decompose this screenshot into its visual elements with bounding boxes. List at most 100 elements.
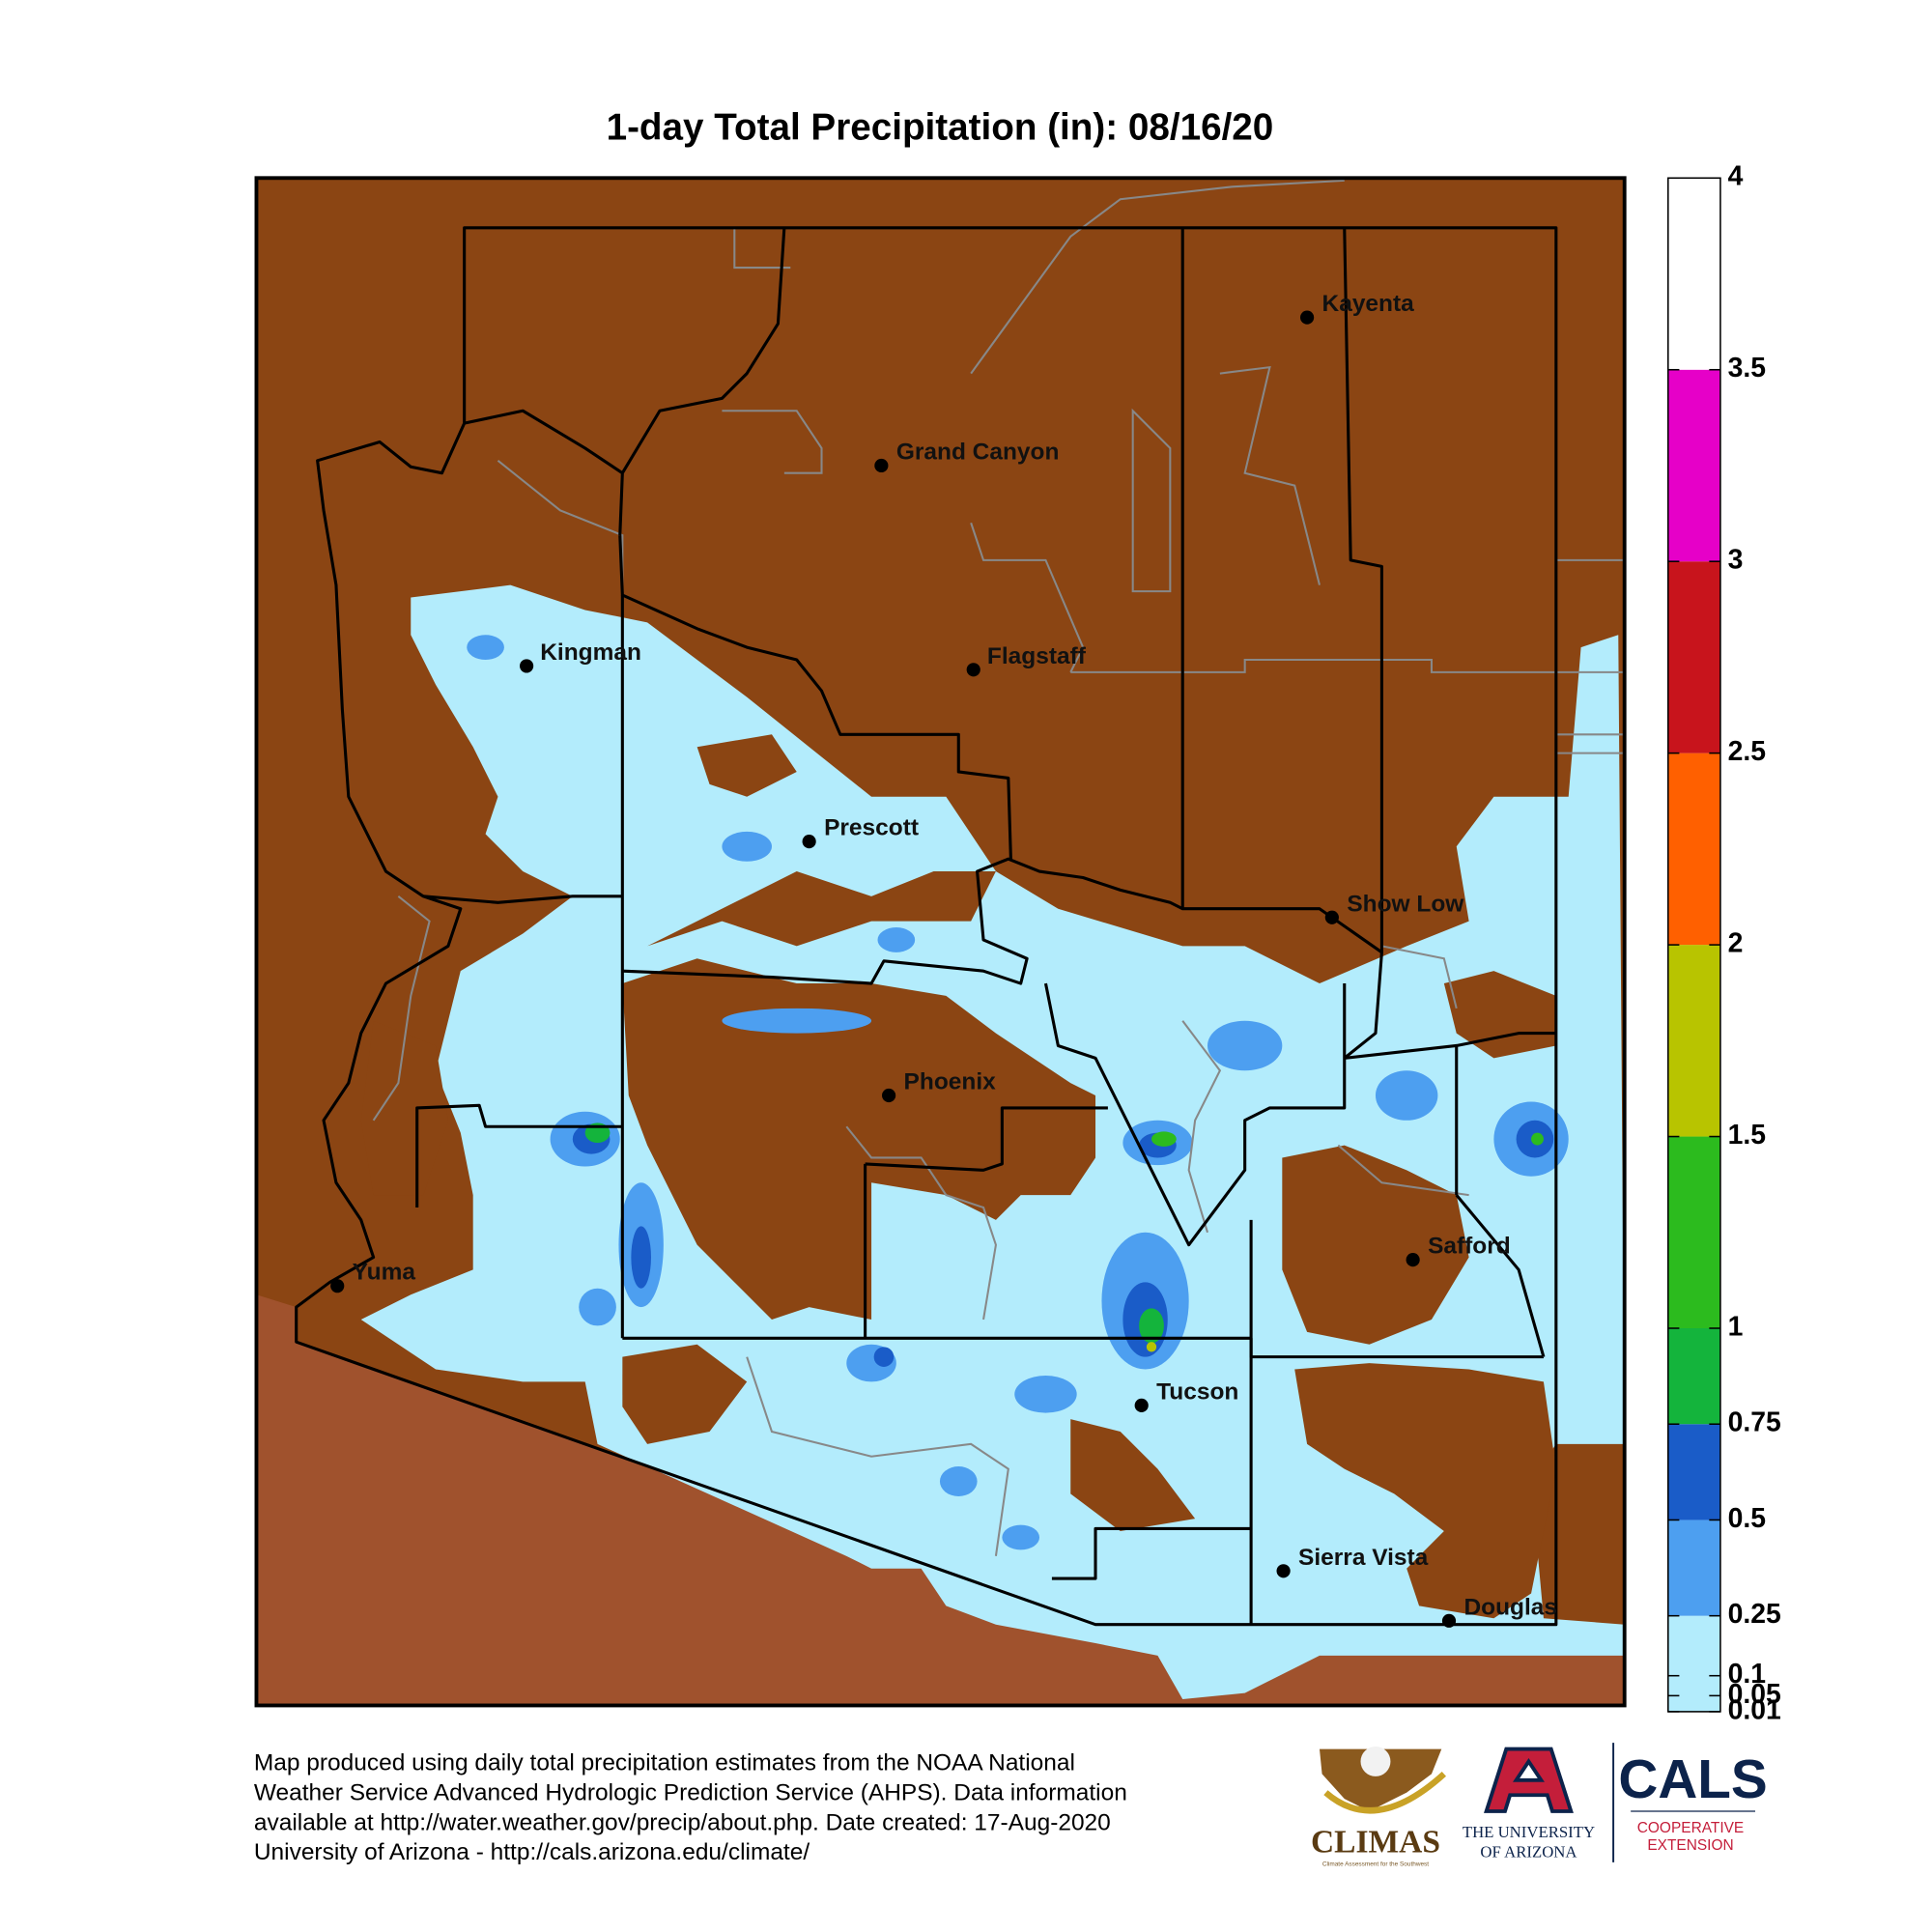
precip-cell: [1151, 1131, 1177, 1147]
colorbar-band: [1667, 1424, 1720, 1520]
city-dot: [1276, 1564, 1291, 1578]
colorbar-band: [1667, 178, 1720, 370]
colorbar-tick-label: 3: [1728, 545, 1744, 576]
climas-logo-cloud: [1360, 1746, 1391, 1776]
city-dot: [1324, 910, 1339, 924]
precip-cell: [579, 1288, 616, 1326]
dry-area: [360, 1020, 448, 1196]
colorbar-tick-label: 0.01: [1728, 1694, 1781, 1725]
precip-cell: [1531, 1132, 1544, 1146]
map-frame: [254, 176, 1627, 1708]
climas-tagline: Climate Assessment for the Southwest: [1322, 1861, 1429, 1868]
colorbar-tick-label: 0.05: [1728, 1679, 1781, 1710]
footer: Map produced using daily total precipita…: [254, 1749, 1127, 1865]
colorbar-band: [1667, 1136, 1720, 1328]
city-dot: [520, 659, 534, 673]
precip-cell: [722, 1008, 872, 1034]
precip-cell: [939, 1466, 978, 1496]
city-dot: [882, 1088, 896, 1103]
dry-area: [1443, 971, 1556, 1059]
colorbar: 0.010.050.1 0.25 0.5 0.75 1 1.5 2 2.5 3 3.5 4: [1667, 161, 1781, 1725]
colorbar-tick-label: 0.5: [1728, 1503, 1766, 1534]
precip-cell: [873, 1347, 895, 1367]
precip-cell: [1002, 1524, 1040, 1550]
colorbar-band: [1667, 1328, 1720, 1425]
city-label: Kayenta: [1322, 291, 1415, 317]
city-dot: [1406, 1253, 1420, 1267]
colorbar-band: [1667, 1520, 1720, 1616]
ua-text: THE UNIVERSITY: [1463, 1823, 1595, 1841]
precipitation: [360, 584, 1625, 1700]
climas-logo-swoosh: [1323, 1771, 1447, 1814]
dry-area: [696, 734, 797, 797]
dry-area: [622, 1344, 748, 1444]
city-dot: [802, 835, 816, 849]
mexico: [256, 1294, 1625, 1706]
city-label: Prescott: [824, 815, 919, 841]
ua-logo: [1484, 1747, 1574, 1813]
city-dot: [1134, 1398, 1149, 1412]
colorbar-tick-label: 0.25: [1728, 1599, 1781, 1630]
footer-line: available at http://water.weather.gov/pr…: [254, 1809, 1111, 1835]
dry-area: [647, 871, 996, 947]
city-label: Grand Canyon: [896, 440, 1060, 466]
precip-cell: [467, 635, 504, 660]
map-area: Kayenta Grand Canyon Kingman Flagstaff P…: [254, 176, 1627, 1708]
climas-logo-shape: [1319, 1748, 1442, 1811]
precip-cell: [1139, 1308, 1164, 1344]
colorbar-tick-label: 2.5: [1728, 736, 1766, 767]
dry-area: [1282, 1145, 1469, 1345]
precip-cell: [1375, 1070, 1438, 1121]
cals-text: COOPERATIVE: [1637, 1820, 1744, 1836]
colorbar-tick-label: 0.75: [1728, 1407, 1781, 1438]
colorbar-band: [1667, 945, 1720, 1137]
ua-text: OF ARIZONA: [1480, 1843, 1577, 1861]
city-dot: [966, 663, 980, 677]
city-label: Kingman: [540, 639, 641, 666]
colorbar-tick-label: 1: [1728, 1311, 1744, 1342]
city-dot: [874, 458, 889, 473]
map-title: 1-day Total Precipitation (in): 08/16/20: [607, 106, 1274, 148]
footer-line: Map produced using daily total precipita…: [254, 1749, 1075, 1776]
county-lines: [295, 226, 1558, 1627]
cals-name: CALS: [1618, 1749, 1767, 1810]
city-label: Flagstaff: [987, 643, 1087, 669]
city-label: Yuma: [353, 1260, 416, 1286]
colorbar-tick-label: 3.5: [1728, 353, 1766, 384]
precip-cell: [1014, 1375, 1077, 1413]
precip-cell: [1146, 1342, 1157, 1352]
logos: CLIMAS Climate Assessment for the Southw…: [1311, 1743, 1768, 1868]
colorbar-band: [1667, 1615, 1720, 1712]
city-label: Sierra Vista: [1298, 1545, 1429, 1571]
colorbar-tick-label: 1.5: [1728, 1120, 1766, 1151]
city-dot: [330, 1279, 345, 1293]
city-label: Phoenix: [904, 1069, 997, 1095]
city-label: Douglas: [1463, 1594, 1557, 1620]
colorbar-band: [1667, 753, 1720, 946]
colorbar-tick-label: 0.1: [1728, 1659, 1766, 1690]
city-label: Tucson: [1156, 1378, 1238, 1405]
precip-cell: [877, 927, 916, 952]
dry-areas: [360, 734, 1556, 1619]
dry-area: [1070, 1419, 1196, 1532]
colorbar-tick-label: 2: [1728, 928, 1744, 959]
cities: Kayenta Grand Canyon Kingman Flagstaff P…: [330, 291, 1557, 1628]
footer-line: University of Arizona - http://cals.ariz…: [254, 1839, 810, 1865]
precip-cell: [722, 831, 772, 862]
dry-area: [622, 958, 1096, 1320]
colorbar-tick-label: 4: [1728, 161, 1744, 192]
heavier-precip: [467, 635, 1569, 1550]
city-dot: [1300, 310, 1315, 325]
city-label: Safford: [1428, 1234, 1511, 1260]
footer-line: Weather Service Advanced Hydrologic Pred…: [254, 1779, 1127, 1805]
dry-area: [1294, 1363, 1556, 1619]
colorbar-band: [1667, 561, 1720, 753]
city-dot: [1441, 1613, 1457, 1628]
city-label: Show Low: [1347, 891, 1464, 917]
colorbar-band: [1667, 369, 1720, 562]
cals-text: EXTENSION: [1647, 1837, 1733, 1854]
precip-cell: [1208, 1020, 1283, 1071]
precip-cell: [631, 1226, 651, 1289]
